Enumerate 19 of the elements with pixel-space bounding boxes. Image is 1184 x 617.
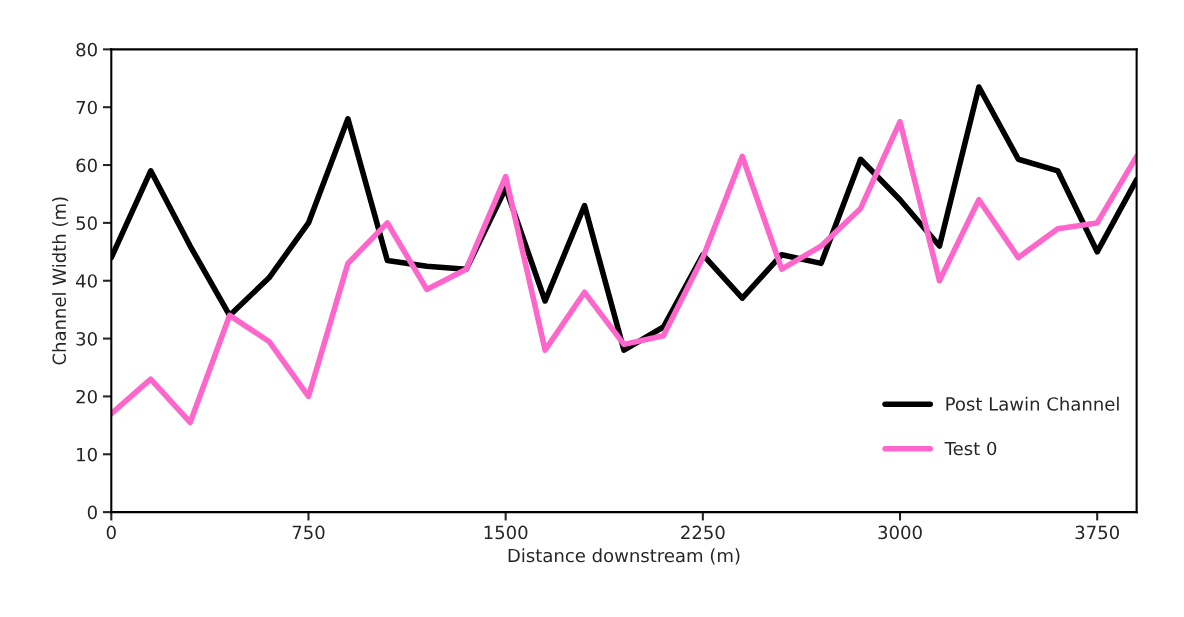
y-axis-title: Channel Width (m) <box>52 197 69 365</box>
y-tick-label: 50 <box>76 216 97 231</box>
x-tick-label: 750 <box>292 525 325 540</box>
y-tick-label: 30 <box>76 332 97 346</box>
y-tick-label: 70 <box>76 100 97 115</box>
x-tick-label: 1500 <box>484 525 528 540</box>
x-tick-label: 3000 <box>878 525 922 540</box>
y-tick-label: 0 <box>87 505 97 520</box>
x-tick-label: 0 <box>106 525 116 540</box>
x-axis-title: Distance downstream (m) <box>508 548 740 565</box>
y-tick-label: 80 <box>76 42 97 57</box>
x-tick-label: 3750 <box>1075 525 1119 540</box>
legend-label: Test 0 <box>944 441 997 456</box>
x-tick-label: 2250 <box>681 525 725 540</box>
y-tick-label: 10 <box>77 447 97 462</box>
legend-label: Post Lawin Channel <box>946 396 1119 411</box>
y-tick-label: 20 <box>76 389 97 404</box>
y-tick-label: 40 <box>76 274 97 288</box>
y-tick-label: 60 <box>76 158 97 173</box>
